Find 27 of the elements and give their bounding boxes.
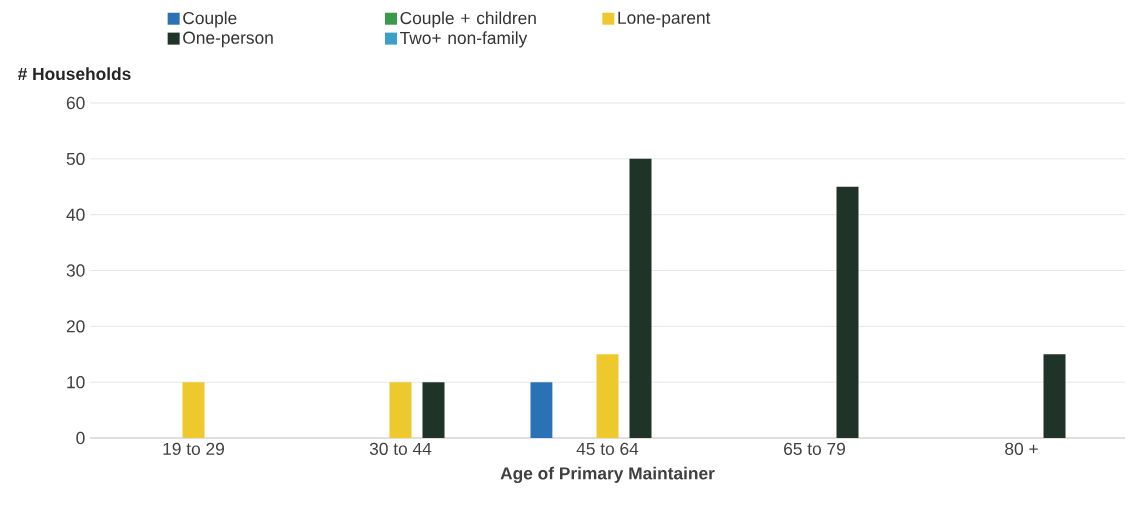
bar (422, 382, 445, 438)
x-axis-title: Age of Primary Maintainer (500, 466, 715, 484)
y-tick-label: 0 (76, 431, 85, 445)
bar (596, 354, 619, 438)
bar (389, 382, 412, 438)
x-tick-label: 19 to 29 (163, 442, 224, 455)
bar (530, 382, 553, 438)
bar (182, 382, 205, 438)
x-tick-label: 30 to 44 (369, 442, 432, 455)
y-tick-label: 10 (67, 376, 85, 389)
legend-label: One-person (183, 31, 273, 48)
y-tick-label: 30 (66, 264, 85, 277)
x-tick-label: 65 to 79 (784, 442, 845, 455)
x-tick-label: 80 + (1005, 442, 1038, 455)
legend-label: Couple (183, 11, 237, 28)
y-tick-label: 50 (66, 152, 85, 165)
bar (629, 158, 652, 438)
y-tick-label: 40 (66, 208, 85, 221)
x-tick-label: 45 to 64 (576, 442, 639, 455)
bar (1043, 354, 1066, 438)
bar (836, 186, 859, 438)
y-axis-title: # Households (17, 67, 131, 81)
y-tick-label: 60 (66, 96, 85, 110)
legend-label: Couple + children (400, 11, 536, 28)
legend-label: Two+ non-family (400, 31, 528, 48)
y-tick-label: 20 (66, 320, 85, 333)
legend-label: Lone-parent (618, 11, 711, 28)
